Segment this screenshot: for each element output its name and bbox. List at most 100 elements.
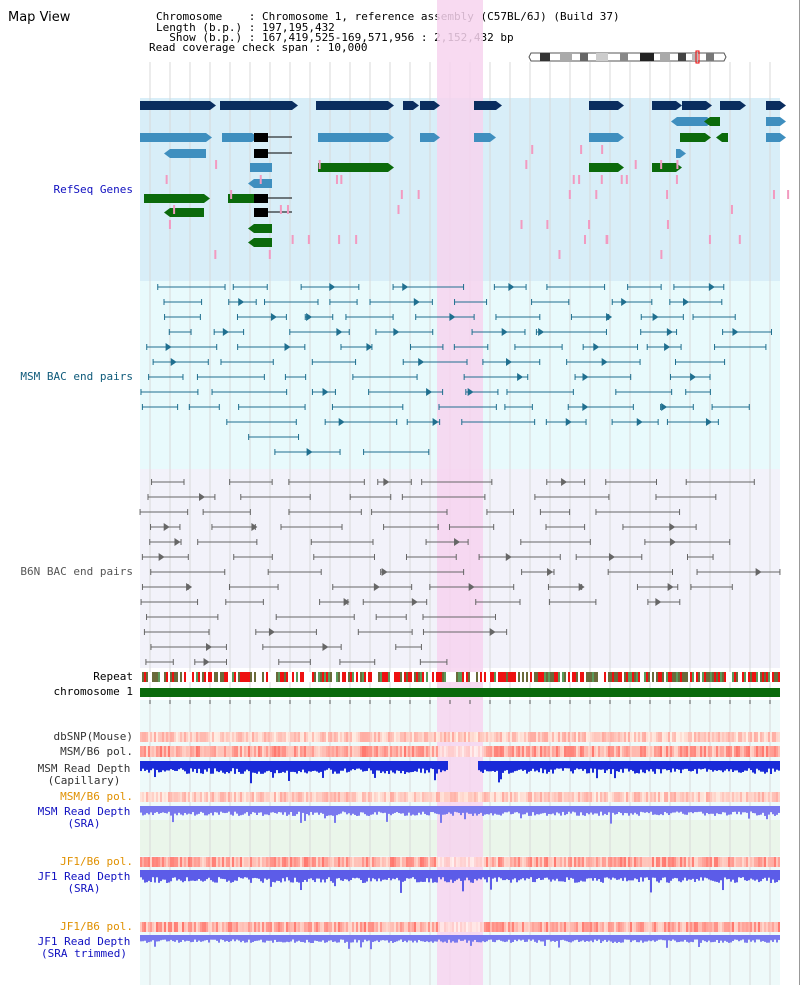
heat-cell bbox=[572, 792, 574, 802]
depth-bar bbox=[366, 761, 368, 771]
depth-bar bbox=[550, 806, 552, 815]
heat-cell bbox=[676, 746, 678, 757]
heat-cell bbox=[688, 746, 690, 757]
heat-cell bbox=[148, 732, 150, 742]
heat-cell bbox=[572, 857, 574, 867]
heat-cell bbox=[544, 857, 546, 867]
depth-bar bbox=[614, 870, 616, 879]
heat-cell bbox=[166, 732, 168, 742]
depth-bar bbox=[154, 935, 156, 947]
heat-cell bbox=[664, 857, 666, 867]
repeat-mark bbox=[518, 672, 520, 682]
depth-bar bbox=[140, 806, 142, 813]
gene-block bbox=[589, 101, 618, 110]
msm-bac-label[interactable]: MSM BAC end pairs bbox=[20, 370, 133, 383]
heat-cell bbox=[296, 857, 298, 867]
depth-bar bbox=[386, 935, 388, 941]
depth-bar bbox=[330, 761, 332, 770]
heat-cell bbox=[308, 857, 310, 867]
pink-tick bbox=[738, 235, 741, 244]
heat-cell bbox=[420, 922, 422, 932]
depth-bar bbox=[646, 761, 648, 770]
pink-tick bbox=[340, 175, 343, 184]
depth-bar bbox=[396, 761, 398, 771]
depth-bar bbox=[536, 935, 538, 943]
depth-bar bbox=[740, 935, 742, 941]
repeat-mark bbox=[250, 672, 252, 682]
depth-bar bbox=[650, 806, 652, 812]
lower-track-bg bbox=[140, 700, 780, 985]
depth-bar bbox=[566, 935, 568, 942]
heat-cell bbox=[542, 857, 544, 867]
arrow-right-icon bbox=[618, 163, 624, 172]
depth-bar bbox=[662, 806, 664, 816]
heat-cell bbox=[144, 746, 146, 757]
depth-bar bbox=[316, 806, 318, 813]
depth-bar bbox=[636, 935, 638, 943]
heat-cell bbox=[762, 732, 764, 742]
depth-bar bbox=[672, 761, 674, 769]
repeat-mark bbox=[676, 672, 678, 682]
depth-bar bbox=[736, 761, 738, 771]
heat-cell bbox=[514, 857, 516, 867]
heat-cell bbox=[204, 857, 206, 867]
heat-cell bbox=[386, 922, 388, 932]
chromosome-ideogram[interactable] bbox=[528, 50, 728, 66]
heat-cell bbox=[262, 732, 264, 742]
arrow-right-icon bbox=[203, 658, 210, 666]
pink-tick bbox=[583, 235, 586, 244]
heat-cell bbox=[324, 746, 326, 757]
repeat-mark bbox=[244, 672, 246, 682]
heat-cell bbox=[708, 792, 710, 802]
arrow-left-icon bbox=[248, 238, 254, 247]
depth-bar bbox=[512, 870, 514, 880]
heat-cell bbox=[740, 746, 742, 757]
repeat-mark bbox=[766, 672, 768, 682]
heat-cell bbox=[188, 792, 190, 802]
b6n-bac-label[interactable]: B6N BAC end pairs bbox=[20, 565, 133, 578]
depth-bar bbox=[496, 935, 498, 941]
heat-cell bbox=[650, 792, 652, 802]
depth-bar bbox=[586, 806, 588, 814]
msm-track-bg bbox=[140, 281, 780, 469]
heat-cell bbox=[182, 922, 184, 932]
depth-bar bbox=[522, 761, 524, 771]
repeat-mark bbox=[562, 672, 564, 682]
heat-cell bbox=[468, 922, 470, 932]
heat-cell bbox=[444, 922, 446, 932]
repeat-mark bbox=[632, 672, 634, 682]
heat-cell bbox=[334, 922, 336, 932]
heat-cell bbox=[164, 922, 166, 932]
depth-bar bbox=[500, 935, 502, 941]
heat-cell bbox=[472, 857, 474, 867]
heat-cell bbox=[280, 746, 282, 757]
depth-bar bbox=[176, 761, 178, 771]
heat-cell bbox=[192, 746, 194, 757]
heat-cell bbox=[564, 857, 566, 867]
heat-cell bbox=[504, 922, 506, 932]
depth-bar bbox=[370, 870, 372, 882]
heat-cell bbox=[226, 732, 228, 742]
heat-cell bbox=[546, 732, 548, 742]
heat-cell bbox=[458, 792, 460, 802]
heat-cell bbox=[262, 792, 264, 802]
heat-cell bbox=[562, 732, 564, 742]
depth-bar bbox=[546, 761, 548, 774]
refseq-label[interactable]: RefSeq Genes bbox=[53, 183, 133, 196]
arrow-left-icon bbox=[164, 149, 170, 158]
arrow-right-icon bbox=[676, 163, 682, 172]
heat-cell bbox=[578, 746, 580, 757]
depth-bar bbox=[396, 870, 398, 878]
heat-cell bbox=[346, 746, 348, 757]
depth-bar bbox=[676, 935, 678, 943]
chromosome-bar bbox=[140, 688, 780, 697]
heat-cell bbox=[490, 732, 492, 742]
heat-cell bbox=[644, 732, 646, 742]
depth-bar bbox=[324, 870, 326, 883]
depth-bar bbox=[746, 935, 748, 943]
heat-cell bbox=[262, 746, 264, 757]
heat-cell bbox=[636, 792, 638, 802]
heat-cell bbox=[258, 922, 260, 932]
depth-bar bbox=[602, 806, 604, 816]
